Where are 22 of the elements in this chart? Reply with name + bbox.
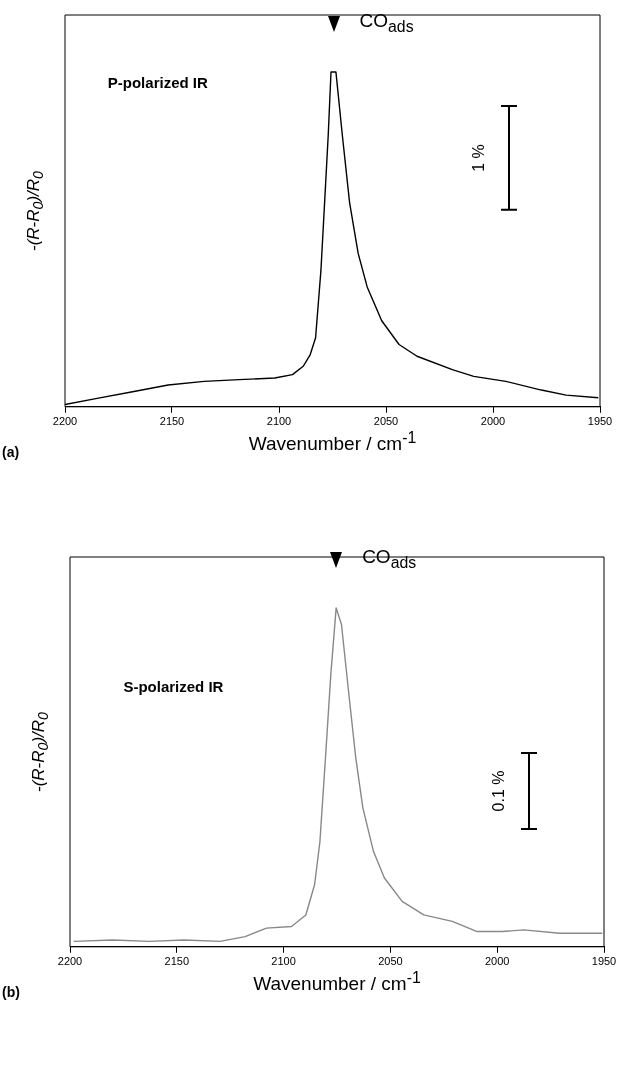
annotation: CO$_{ads}$ xyxy=(359,9,414,36)
x-tick-label: 2150 xyxy=(159,415,185,428)
annotation: P-polarized IR xyxy=(107,73,208,91)
text: (b) xyxy=(2,983,20,1000)
annotation: S-polarized IR xyxy=(123,677,224,695)
x-tick-label: 1950 xyxy=(587,415,613,428)
x-tick-label: 2000 xyxy=(480,415,506,428)
x-tick-label: 2200 xyxy=(52,415,78,428)
x-tick-label: 1950 xyxy=(591,955,617,968)
x-tick-label: 2200 xyxy=(57,955,83,968)
x-tick-label: 2100 xyxy=(271,955,296,968)
annotation: CO$_{ads}$ xyxy=(362,545,417,572)
annotation: 1 % xyxy=(470,144,489,172)
annotation: 0.1 % xyxy=(490,770,509,812)
x-tick-label: 2150 xyxy=(164,955,190,968)
x-tick-label: 2100 xyxy=(266,415,292,428)
x-axis-title: Wavenumber / cm$^{-1}$ xyxy=(253,968,421,996)
x-tick-label: 2000 xyxy=(484,955,510,968)
text: (a) xyxy=(2,443,20,460)
x-tick-label: 2050 xyxy=(378,955,403,968)
x-axis-title: Wavenumber / cm$^{-1}$ xyxy=(248,428,417,456)
x-tick-label: 2050 xyxy=(373,415,399,428)
